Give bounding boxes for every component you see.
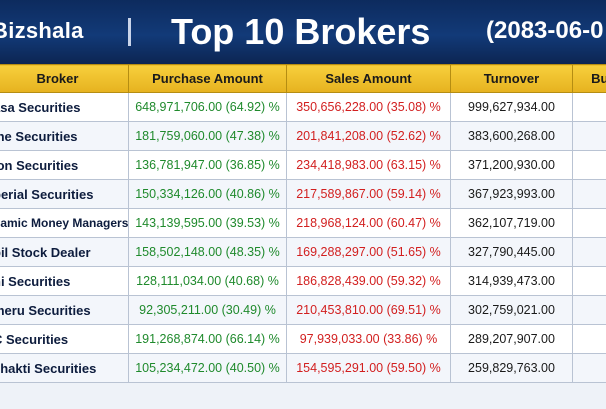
column-header-purchase: Purchase Amount: [128, 64, 287, 93]
sales-cell: 154,595,291.00 (59.50) %: [286, 353, 451, 383]
table-row: namic Money Managers 143,139,595.00 (39.5…: [0, 208, 606, 238]
sales-cell: 186,828,439.00 (59.32) %: [286, 266, 451, 296]
purchase-cell: 648,971,706.00 (64.92) %: [128, 92, 287, 122]
broker-cell: ion Securities: [0, 150, 129, 180]
turnover-cell: 383,600,268.00: [450, 121, 573, 151]
turnover-cell: 362,107,719.00: [450, 208, 573, 238]
buy-sell-cell: 0: [572, 179, 606, 209]
turnover-cell: 289,207,907.00: [450, 324, 573, 354]
turnover-cell: 999,627,934.00: [450, 92, 573, 122]
buy-sell-cell: 0: [572, 353, 606, 383]
turnover-cell: 302,759,021.00: [450, 295, 573, 325]
broker-cell: shakti Securities: [0, 353, 129, 383]
date-label: (2083-06-0: [486, 17, 604, 44]
column-header-broker: Broker: [0, 64, 129, 93]
purchase-cell: 143,139,595.00 (39.53) %: [128, 208, 287, 238]
broker-cell: asa Securities: [0, 92, 129, 122]
sales-cell: 201,841,208.00 (52.62) %: [286, 121, 451, 151]
turnover-cell: 314,939,473.00: [450, 266, 573, 296]
broker-cell: C Securities: [0, 324, 129, 354]
purchase-cell: 128,111,034.00 (40.68) %: [128, 266, 287, 296]
turnover-cell: 367,923,993.00: [450, 179, 573, 209]
purchase-cell: 105,234,472.00 (40.50) %: [128, 353, 287, 383]
table-row: bil Stock Dealer 158,502,148.00 (48.35) %…: [0, 237, 606, 267]
sales-cell: 210,453,810.00 (69.51) %: [286, 295, 451, 325]
broker-cell: namic Money Managers: [0, 208, 129, 238]
table-row: ion Securities 136,781,947.00 (36.85) % 23…: [0, 150, 606, 180]
buy-sell-cell: 0: [572, 295, 606, 325]
sales-cell: 169,288,297.00 (51.65) %: [286, 237, 451, 267]
broker-cell: ni Securities: [0, 266, 129, 296]
buy-sell-cell: 0: [572, 237, 606, 267]
brand-divider: [128, 18, 131, 46]
column-header-turnover: Turnover: [450, 64, 573, 93]
purchase-cell: 191,268,874.00 (66.14) %: [128, 324, 287, 354]
turnover-cell: 327,790,445.00: [450, 237, 573, 267]
table-row: perial Securities 150,334,126.00 (40.86) …: [0, 179, 606, 209]
brokers-table-container: Broker Purchase Amount Sales Amount Turn…: [0, 64, 606, 409]
broker-cell: meru Securities: [0, 295, 129, 325]
sales-cell: 234,418,983.00 (63.15) %: [286, 150, 451, 180]
column-header-buy-sell: Buy/S: [572, 64, 606, 93]
sales-cell: 218,968,124.00 (60.47) %: [286, 208, 451, 238]
buy-sell-cell: 0: [572, 266, 606, 296]
table-header-row: Broker Purchase Amount Sales Amount Turn…: [0, 64, 606, 93]
table-row: meru Securities 92,305,211.00 (30.49) % 21…: [0, 295, 606, 325]
header-banner: Bizshala Top 10 Brokers (2083-06-0: [0, 0, 606, 64]
brokers-table: Broker Purchase Amount Sales Amount Turn…: [0, 64, 606, 383]
purchase-cell: 136,781,947.00 (36.85) %: [128, 150, 287, 180]
table-row: C Securities 191,268,874.00 (66.14) % 97,9…: [0, 324, 606, 354]
table-row: shakti Securities 105,234,472.00 (40.50) …: [0, 353, 606, 383]
table-row: ine Securities 181,759,060.00 (47.38) % 20…: [0, 121, 606, 151]
broker-cell: perial Securities: [0, 179, 129, 209]
turnover-cell: 259,829,763.00: [450, 353, 573, 383]
table-row: asa Securities 648,971,706.00 (64.92) % 35…: [0, 92, 606, 122]
buy-sell-cell: 0: [572, 208, 606, 238]
buy-sell-cell: 1: [572, 92, 606, 122]
brand-logo-text: Bizshala: [0, 18, 84, 43]
purchase-cell: 181,759,060.00 (47.38) %: [128, 121, 287, 151]
purchase-cell: 150,334,126.00 (40.86) %: [128, 179, 287, 209]
page-title: Top 10 Brokers: [171, 11, 431, 52]
buy-sell-cell: 0: [572, 121, 606, 151]
sales-cell: 97,939,033.00 (33.86) %: [286, 324, 451, 354]
purchase-cell: 158,502,148.00 (48.35) %: [128, 237, 287, 267]
buy-sell-cell: 1: [572, 324, 606, 354]
turnover-cell: 371,200,930.00: [450, 150, 573, 180]
purchase-cell: 92,305,211.00 (30.49) %: [128, 295, 287, 325]
table-row: ni Securities 128,111,034.00 (40.68) % 186…: [0, 266, 606, 296]
broker-cell: ine Securities: [0, 121, 129, 151]
broker-cell: bil Stock Dealer: [0, 237, 129, 267]
column-header-sales: Sales Amount: [286, 64, 451, 93]
buy-sell-cell: 0: [572, 150, 606, 180]
sales-cell: 350,656,228.00 (35.08) %: [286, 92, 451, 122]
sales-cell: 217,589,867.00 (59.14) %: [286, 179, 451, 209]
